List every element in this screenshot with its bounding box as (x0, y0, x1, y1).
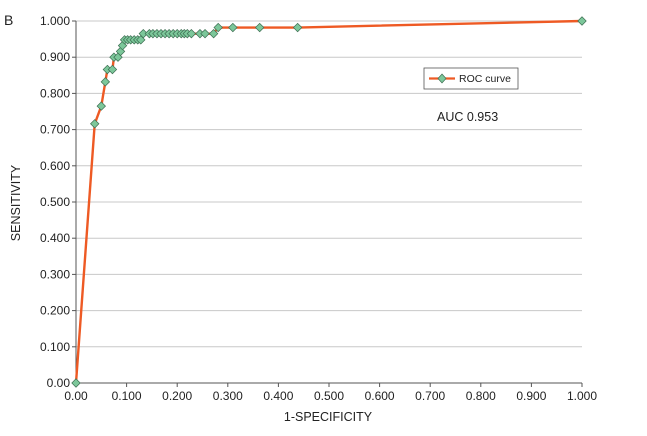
y-tick-label: 0.600 (40, 159, 70, 173)
roc-point (117, 40, 128, 51)
x-tick-label: 0.700 (415, 389, 445, 403)
y-tick-label: 0.100 (40, 340, 70, 354)
roc-point (90, 119, 100, 129)
y-tick-label: 0.900 (40, 50, 70, 64)
x-tick-label: 0.800 (466, 389, 496, 403)
legend-box (423, 67, 519, 90)
x-tick-label: 0.00 (64, 389, 88, 403)
y-tick-label: 0.00 (47, 376, 71, 390)
roc-point (228, 22, 238, 33)
y-tick-label: 0.200 (40, 304, 70, 318)
x-tick-label: 1.000 (567, 389, 597, 403)
y-tick-labels: 0.00 0.100 0.200 0.300 0.400 0.500 0.600 0.700 0… (40, 14, 70, 390)
x-tick-label: 0.300 (213, 389, 243, 403)
gridlines (72, 20, 583, 387)
roc-point (577, 16, 587, 26)
y-tick-label: 0.700 (40, 123, 70, 137)
x-axis-label: 1-SPECIFICITY (284, 410, 373, 424)
auc-annotation: AUC 0.953 (437, 110, 498, 124)
x-tick-label: 0.400 (263, 389, 293, 403)
x-tick-label: 0.900 (516, 389, 546, 403)
roc-point (213, 22, 223, 33)
legend: ROC curve (423, 67, 519, 90)
roc-series (71, 16, 587, 388)
legend-marker-sample (437, 73, 447, 84)
legend-label: ROC curve (459, 73, 511, 85)
roc-point (71, 378, 81, 388)
roc-point (208, 28, 219, 39)
y-tick-label: 1.000 (40, 14, 70, 28)
roc-point (107, 64, 118, 75)
x-tick-label: 0.200 (162, 389, 192, 403)
panel-label: B (4, 12, 13, 28)
roc-point (292, 22, 303, 33)
roc-point (96, 101, 106, 111)
y-tick-label: 0.300 (40, 267, 70, 281)
axes (75, 21, 582, 384)
y-tick-label: 0.800 (40, 86, 70, 100)
roc-point (100, 77, 111, 87)
x-tick-label: 0.500 (314, 389, 344, 403)
y-tick-label: 0.500 (40, 195, 70, 209)
roc-point (115, 46, 126, 57)
y-axis-label: SENSITIVITY (9, 164, 23, 241)
roc-point (186, 28, 197, 39)
x-tick-label: 0.100 (112, 389, 142, 403)
x-tick-labels: 0.00 0.100 0.200 0.300 0.400 0.500 0.600 0.700 0… (64, 389, 597, 403)
x-tick-label: 0.600 (365, 389, 395, 403)
y-tick-label: 0.400 (40, 231, 70, 245)
roc-point (254, 22, 265, 33)
roc-point (200, 28, 210, 39)
